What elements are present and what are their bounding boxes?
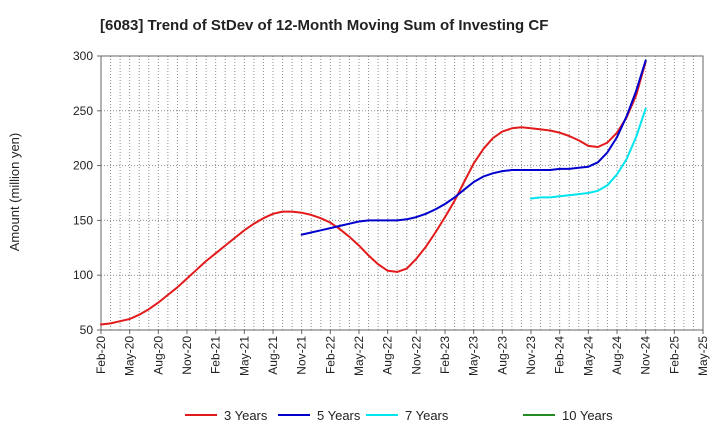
y-axis: 50 100 150 200 250 300: [73, 49, 101, 337]
grid: [100, 55, 704, 331]
x-tick-label: Aug-20: [151, 336, 165, 375]
series-layer: [100, 59, 647, 326]
x-tick-label: Feb-20: [94, 336, 108, 374]
x-tick-label: Aug-23: [495, 336, 509, 375]
x-tick-label: Aug-21: [266, 336, 280, 375]
legend-label: 7 Years: [405, 408, 449, 423]
x-tick-label: Nov-21: [295, 336, 309, 375]
x-tick-label: May-23: [467, 336, 481, 376]
x-tick-label: Nov-24: [639, 336, 653, 375]
legend-label: 3 Years: [224, 408, 268, 423]
x-tick-label: Aug-24: [610, 336, 624, 375]
legend-item: 5 Years: [278, 408, 361, 423]
x-tick-label: Aug-22: [381, 336, 395, 375]
y-axis-title: Amount (million yen): [7, 133, 22, 252]
chart-title: [6083] Trend of StDev of 12-Month Moving…: [100, 17, 548, 34]
y-tick-label: 300: [73, 49, 93, 63]
x-tick-label: Feb-24: [553, 336, 567, 374]
plot-border: [100, 55, 704, 331]
x-tick-label: Feb-25: [667, 336, 681, 374]
y-tick-label: 50: [80, 323, 94, 337]
x-tick-label: Feb-21: [209, 336, 223, 374]
legend-item: 3 Years: [185, 408, 268, 423]
y-tick-label: 200: [73, 159, 93, 173]
y-tick-label: 150: [73, 213, 93, 227]
y-tick-label: 100: [73, 268, 93, 282]
legend-label: 5 Years: [317, 408, 361, 423]
legend: 3 Years 5 Years 7 Years 10 Years: [185, 408, 613, 423]
x-axis: Feb-20 May-20 Aug-20 Nov-20 Feb-21 May-21 Aug-…: [94, 330, 710, 376]
x-tick-label: May-24: [581, 336, 595, 376]
x-tick-label: May-21: [237, 336, 251, 376]
series-line-3-years: [100, 60, 647, 326]
legend-item: 10 Years: [523, 408, 613, 423]
series-line-7-years: [530, 107, 647, 200]
plot-background: [101, 56, 703, 330]
x-tick-label: Nov-20: [180, 336, 194, 375]
x-tick-label: Feb-23: [438, 336, 452, 374]
x-tick-label: May-20: [123, 336, 137, 376]
x-tick-label: May-22: [352, 336, 366, 376]
x-tick-label: May-25: [696, 336, 710, 376]
x-tick-label: Nov-22: [409, 336, 423, 375]
y-tick-label: 250: [73, 104, 93, 118]
plot-frame: [100, 55, 704, 331]
series-line-5-years: [300, 59, 647, 236]
x-tick-label: Feb-22: [323, 336, 337, 374]
legend-item: 7 Years: [366, 408, 449, 423]
x-tick-label: Nov-23: [524, 336, 538, 375]
legend-label: 10 Years: [562, 408, 613, 423]
